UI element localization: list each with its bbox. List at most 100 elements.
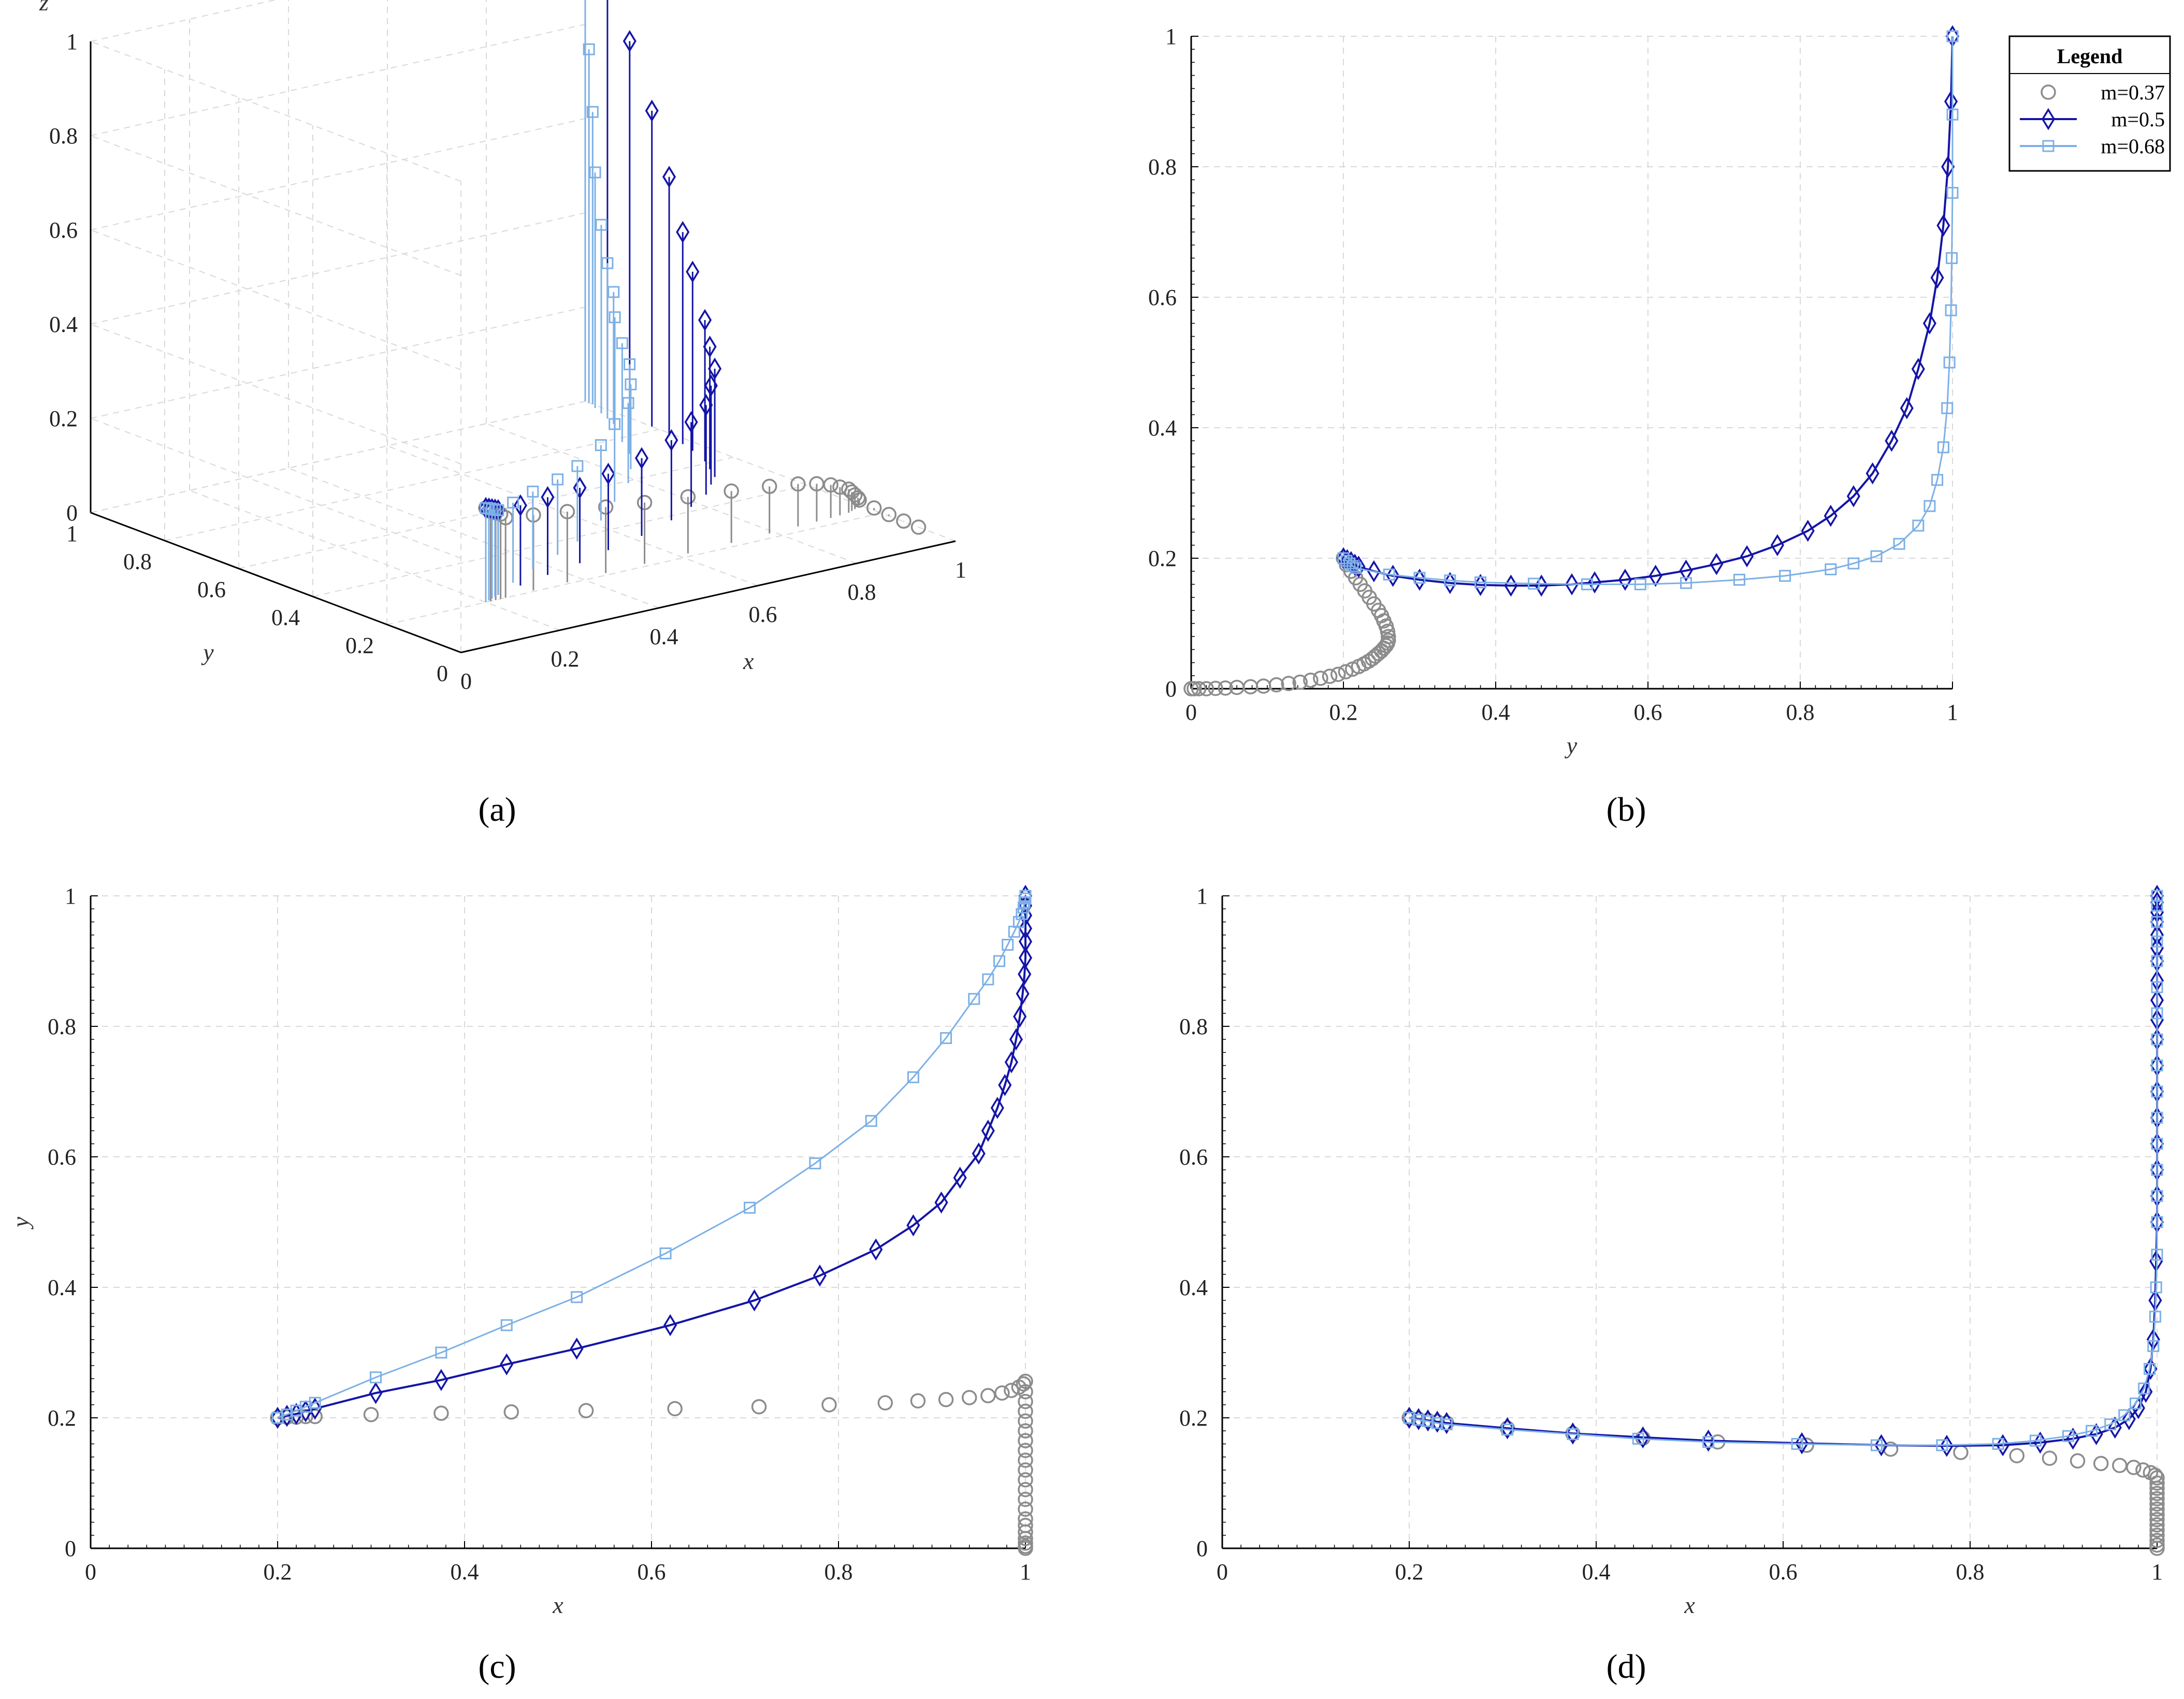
c-x-axis-label: x <box>552 1592 563 1618</box>
d-point-m=0.37 <box>2149 1486 2165 1501</box>
d-point-m=0.68 <box>2118 1409 2131 1421</box>
a-point-m=0.5 <box>513 494 527 517</box>
b-point-m=0.37 <box>1378 638 1394 654</box>
c-point-m=0.37 <box>821 1397 837 1413</box>
a-point-m=0.37 <box>910 519 927 535</box>
d-point-m=0.68 <box>2151 890 2163 902</box>
a-point-m=0.37 <box>823 477 838 493</box>
c-point-m=0.37 <box>1018 1423 1033 1439</box>
d-point-m=0.37 <box>1799 1437 1814 1453</box>
c-x-tick-label: 0.6 <box>638 1559 666 1585</box>
b-point-m=0.68 <box>1912 519 1925 532</box>
c-point-m=0.37 <box>1018 1541 1033 1556</box>
b-point-m=0.5 <box>1648 564 1662 587</box>
a-point-m=0.5 <box>662 166 676 188</box>
a-point-m=0.5 <box>698 309 712 331</box>
b-point-m=0.68 <box>1946 108 1959 121</box>
d-point-m=0.37 <box>2149 1541 2165 1556</box>
d-point-m=0.5 <box>1996 1434 2010 1457</box>
c-point-m=0.5 <box>1018 963 1032 985</box>
c-point-m=0.37 <box>1018 1413 1033 1429</box>
d-y-tick-label: 0.4 <box>1179 1275 1208 1300</box>
d-point-m=0.37 <box>2093 1456 2109 1471</box>
legend-marker-m=0.37 <box>2041 84 2056 100</box>
d-point-m=0.68 <box>2151 1059 2163 1072</box>
b-point-m=0.68 <box>1474 576 1487 589</box>
c-y-tick-label: 0.2 <box>48 1405 76 1431</box>
c-point-m=0.37 <box>1018 1453 1033 1468</box>
b-point-m=0.68 <box>1581 578 1593 590</box>
a-point-m=0.68 <box>583 43 595 55</box>
b-point-m=0.5 <box>1865 462 1879 485</box>
a-x-tick-label: 0 <box>460 669 472 694</box>
b-y-tick-label: 0 <box>1165 676 1177 702</box>
a-point-m=0.5 <box>664 429 678 452</box>
b-point-m=0.68 <box>1946 186 1959 199</box>
b-x-tick-label: 0.6 <box>1634 700 1662 725</box>
c-point-m=0.68 <box>1018 896 1031 909</box>
b-point-m=0.68 <box>1923 500 1936 512</box>
d-point-m=0.37 <box>2149 1522 2165 1538</box>
d-point-m=0.37 <box>2149 1517 2165 1533</box>
d-point-m=0.37 <box>2070 1453 2086 1469</box>
b-point-m=0.37 <box>1218 680 1233 696</box>
b-point-m=0.68 <box>1680 577 1692 589</box>
a-point-m=0.68 <box>601 257 614 269</box>
a-x-tick-label: 0.8 <box>848 579 876 605</box>
c-point-m=0.37 <box>877 1395 893 1411</box>
a-point-m=0.5 <box>623 30 637 52</box>
c-point-m=0.37 <box>667 1401 683 1417</box>
d-y-tick-label: 0.2 <box>1179 1405 1208 1431</box>
a-point-m=0.37 <box>598 499 614 515</box>
a-x-tick-label: 0.6 <box>749 602 777 627</box>
b-point-m=0.5 <box>1386 564 1400 587</box>
d-point-m=0.68 <box>2086 1425 2098 1437</box>
b-point-m=0.37 <box>1380 623 1396 639</box>
c-x-tick-label: 0 <box>85 1559 96 1585</box>
c-point-m=0.68 <box>1013 916 1025 928</box>
b-point-m=0.5 <box>1930 266 1944 289</box>
a-point-m=0.68 <box>571 460 584 472</box>
b-point-m=0.68 <box>1847 557 1860 570</box>
a-point-m=0.5 <box>703 336 717 358</box>
d-x-tick-label: 0.2 <box>1395 1559 1424 1585</box>
c-point-m=0.37 <box>1016 1376 1032 1392</box>
c-point-m=0.5 <box>990 1097 1004 1119</box>
d-point-m=0.68 <box>1632 1432 1644 1445</box>
d-x-tick-label: 1 <box>2151 1559 2163 1585</box>
d-point-m=0.37 <box>2149 1501 2165 1517</box>
b-point-m=0.68 <box>1347 560 1359 572</box>
a-z-tick-label: 0.4 <box>49 312 78 337</box>
a-point-m=0.68 <box>507 497 519 509</box>
c-point-m=0.5 <box>434 1369 448 1391</box>
a-point-m=0.68 <box>595 439 607 452</box>
a-point-m=0.68 <box>625 378 637 390</box>
c-y-tick-label: 0.6 <box>48 1144 76 1170</box>
a-backwall-grid <box>90 118 586 230</box>
b-point-m=0.37 <box>1198 681 1214 696</box>
c-point-m=0.5 <box>972 1142 986 1165</box>
a-floor-grid <box>189 490 560 631</box>
d-point-m=0.68 <box>2151 1085 2163 1098</box>
b-point-m=0.5 <box>1936 214 1950 237</box>
a-point-m=0.68 <box>608 286 620 298</box>
a-point-m=0.5 <box>676 221 690 243</box>
d-point-m=0.68 <box>2151 1216 2163 1228</box>
c-point-m=0.68 <box>290 1404 302 1417</box>
a-sidewall-grid <box>90 135 461 276</box>
a-point-m=0.37 <box>847 487 863 503</box>
b-point-m=0.68 <box>1870 550 1883 562</box>
c-point-m=0.37 <box>1018 1384 1033 1400</box>
d-x-tick-label: 0.8 <box>1956 1559 1985 1585</box>
d-point-m=0.37 <box>2149 1512 2165 1528</box>
d-point-m=0.68 <box>2147 1340 2160 1352</box>
d-point-m=0.68 <box>1791 1437 1803 1450</box>
b-point-m=0.68 <box>1893 538 1905 550</box>
d-point-m=0.37 <box>2149 1506 2165 1522</box>
d-point-m=0.68 <box>2029 1434 2042 1447</box>
d-point-m=0.5 <box>1566 1422 1580 1445</box>
c-point-m=0.68 <box>309 1397 321 1409</box>
d-point-m=0.5 <box>1795 1432 1809 1455</box>
c-point-m=0.68 <box>271 1412 284 1424</box>
c-point-m=0.37 <box>1018 1531 1033 1546</box>
